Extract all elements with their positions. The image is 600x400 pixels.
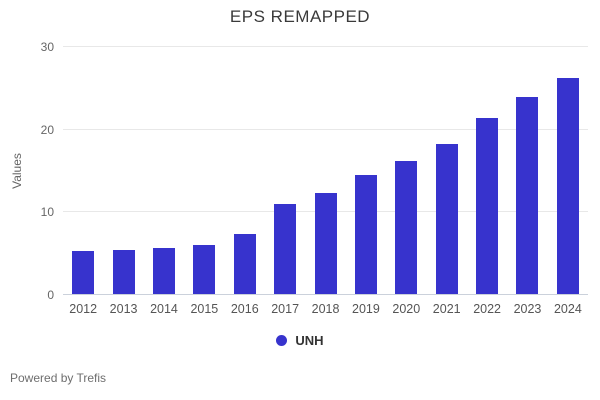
bar-slot-2018 — [305, 47, 345, 295]
bar-2012[interactable] — [72, 251, 95, 295]
x-tick-label-2012: 2012 — [69, 302, 98, 316]
bar-2013[interactable] — [112, 249, 135, 295]
bar-2023[interactable] — [516, 97, 539, 295]
bars-layer — [63, 47, 588, 295]
bar-slot-2015 — [184, 47, 224, 295]
x-tick-label-2021: 2021 — [432, 302, 461, 316]
y-tick-label-20: 20 — [40, 122, 54, 137]
x-tick-label-2024: 2024 — [553, 302, 582, 316]
x-tick-label-2016: 2016 — [230, 302, 259, 316]
bar-slot-2017 — [265, 47, 305, 295]
bar-2014[interactable] — [152, 247, 175, 295]
chart-title: EPS REMAPPED — [229, 7, 371, 26]
x-tick-label-2014: 2014 — [150, 302, 178, 316]
bar-slot-2013 — [103, 47, 143, 295]
x-tick-label-2023: 2023 — [513, 302, 542, 316]
legend-item-unh[interactable]: UNH — [276, 333, 324, 348]
x-axis-ticks: 2012 2013 2014 2015 2016 2017 2018 2019 2020 2021… — [63, 302, 588, 316]
y-tick-label-10: 10 — [40, 205, 54, 220]
gridline-30 — [63, 46, 588, 47]
bar-2021[interactable] — [435, 143, 458, 295]
x-tick-label-2018: 2018 — [311, 302, 340, 316]
legend-dot-icon — [276, 335, 288, 346]
bar-2017[interactable] — [274, 204, 297, 295]
legend-label: UNH — [295, 333, 324, 348]
x-tick-label-2019: 2019 — [352, 302, 380, 316]
plot-area — [63, 46, 588, 295]
bar-slot-2019 — [346, 47, 386, 295]
powered-by-trefis-text: Powered by Trefis — [10, 371, 107, 385]
x-tick-label-2017: 2017 — [271, 302, 300, 316]
bar-slot-2021 — [427, 47, 467, 295]
gridline-20 — [63, 128, 588, 130]
y-tick-label-0: 0 — [47, 288, 54, 302]
bar-slot-2022 — [467, 47, 507, 295]
bar-slot-2016 — [225, 47, 265, 295]
bar-2019[interactable] — [354, 175, 377, 295]
legend: UNH — [0, 333, 600, 348]
y-axis-ticks: 0 10 20 30 — [0, 41, 54, 301]
bar-slot-2024 — [548, 47, 588, 295]
bar-2018[interactable] — [314, 193, 337, 295]
bar-2022[interactable] — [476, 118, 499, 295]
bar-slot-2014 — [144, 47, 184, 295]
y-tick-label-30: 30 — [40, 40, 54, 54]
bar-2015[interactable] — [193, 244, 216, 295]
x-tick-label-2020: 2020 — [392, 302, 421, 316]
bar-slot-2023 — [507, 47, 547, 295]
gridline-0 — [63, 294, 588, 295]
x-tick-label-2013: 2013 — [109, 302, 138, 316]
bar-2016[interactable] — [233, 233, 256, 295]
bar-slot-2012 — [63, 47, 103, 295]
bar-slot-2020 — [386, 47, 426, 295]
bar-2024[interactable] — [556, 77, 579, 295]
bar-2020[interactable] — [395, 161, 418, 295]
x-tick-label-2022: 2022 — [473, 302, 501, 316]
x-tick-label-2015: 2015 — [190, 302, 219, 316]
